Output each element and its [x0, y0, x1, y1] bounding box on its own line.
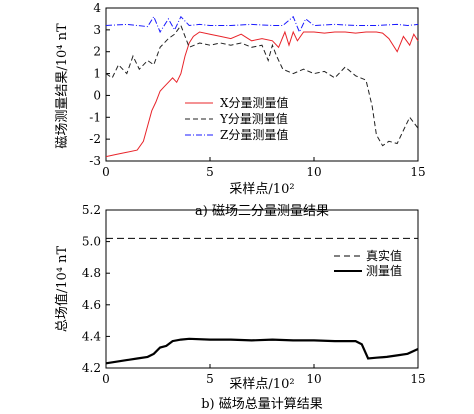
chart-b-xtick-label: 0: [102, 372, 110, 386]
chart-b-series: [105, 237, 419, 365]
chart-a-xtick-label: 0: [102, 165, 110, 179]
chart-a-ytick-label: 4: [93, 1, 101, 15]
chart-b-ytick-label: 5.0: [82, 235, 101, 249]
chart-a-ytick-label: 2: [93, 45, 101, 59]
chart-a-xlabel: 采样点/10²: [229, 182, 294, 197]
chart-a-frame: [105, 7, 419, 162]
chart-a-series-2: [105, 15, 419, 34]
chart-a-ytick-label: -1: [89, 110, 101, 124]
legend-z-label: Z分量测量值: [220, 127, 288, 142]
chart-a-ytick-label: -2: [89, 132, 101, 146]
chart-b-frame: [105, 209, 419, 369]
chart-b-xtick-label: 5: [206, 372, 214, 386]
chart-a-ticks: 0 5 10 15 -3 -2 -1 0 1 2 3 4: [89, 1, 425, 179]
chart-a-xtick-label: 5: [206, 165, 214, 179]
chart-b-ytick-label: 4.4: [82, 329, 101, 343]
chart-a-xtick-label: 10: [306, 165, 321, 179]
legend-x-label: X分量测量值: [220, 95, 289, 110]
chart-b: 0 5 10 15 4.2 4.4 4.6 4.8 5.0 5.2 总场值/10⁴ nT 采样点/…: [54, 203, 426, 412]
chart-b-ylabel: 总场值/10⁴ nT: [54, 246, 70, 333]
chart-a-ytick-label: 1: [93, 67, 101, 81]
chart-a-ytick-label: -3: [89, 154, 101, 168]
chart-b-caption: b) 磁场总量计算结果: [201, 397, 323, 412]
chart-b-ticks: 0 5 10 15 4.2 4.4 4.6 4.8 5.0 5.2: [82, 203, 426, 386]
legend-true-label: 真实值: [366, 248, 402, 263]
chart-a-xtick-label: 15: [410, 165, 425, 179]
chart-b-xtick-label: 10: [306, 372, 321, 386]
chart-a-legend: X分量测量值 Y分量测量值 Z分量测量值: [185, 95, 289, 142]
chart-b-ytick-label: 4.2: [82, 361, 101, 375]
chart-b-series-1: [105, 337, 419, 365]
chart-a-series: [105, 15, 419, 158]
chart-b-xtick-label: 15: [410, 372, 425, 386]
chart-a-series-0: [105, 30, 419, 158]
chart-a-ylabel: 磁场测量结果/10⁴ nT: [55, 23, 70, 149]
chart-a-series-1: [105, 24, 419, 147]
chart-a-caption: a) 磁场三分量测量结果: [195, 204, 329, 219]
chart-b-ytick-label: 4.8: [82, 266, 101, 280]
chart-a-ytick-label: 0: [93, 88, 101, 102]
chart-b-xlabel: 采样点/10²: [229, 377, 294, 392]
chart-b-ytick-label: 4.6: [82, 298, 101, 312]
legend-y-label: Y分量测量值: [219, 111, 288, 126]
legend-meas-label: 测量值: [366, 263, 402, 278]
chart-b-ytick-label: 5.2: [82, 203, 101, 217]
chart-b-legend: 真实值 测量值: [334, 248, 402, 278]
chart-a-ytick-label: 3: [93, 23, 101, 37]
